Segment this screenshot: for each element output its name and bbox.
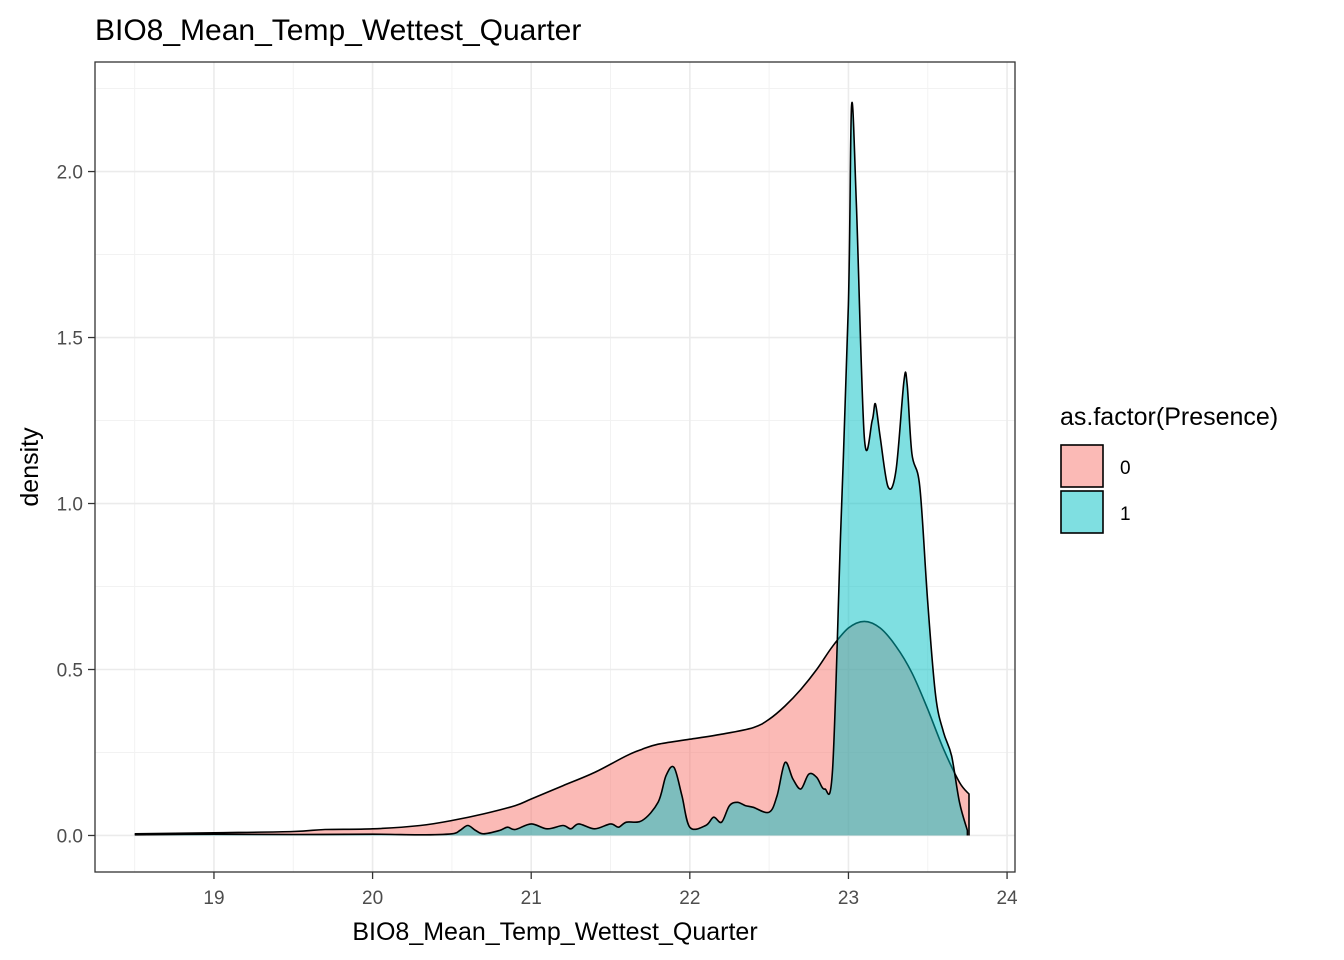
x-tick-label: 24 [996, 888, 1018, 909]
y-tick-label: 0.0 [57, 826, 83, 847]
legend-entries: 01 [1060, 444, 1131, 534]
density-area-1 [134, 102, 968, 836]
x-tick-label: 20 [362, 888, 383, 909]
legend-key-1 [1060, 490, 1104, 534]
legend-title: as.factor(Presence) [1060, 403, 1278, 431]
density-area-0 [134, 621, 969, 836]
legend-label-0: 0 [1120, 458, 1131, 479]
legend-label-1: 1 [1120, 504, 1131, 525]
density-areas [134, 101, 970, 836]
legend: as.factor(Presence) 01 [1060, 403, 1278, 534]
x-tick-label: 22 [679, 888, 700, 909]
y-axis-title: density [16, 427, 44, 507]
density-line-1 [134, 101, 969, 836]
x-axis: 19 20 21 22 23 24 [203, 872, 1018, 909]
x-tick-label: 21 [521, 888, 542, 909]
y-tick-label: 1.0 [57, 495, 83, 516]
legend-key-0 [1060, 444, 1104, 488]
y-tick-label: 2.0 [57, 163, 83, 184]
plot-panel-border [94, 61, 1016, 873]
x-tick-label: 23 [838, 888, 859, 909]
x-tick-label: 19 [203, 888, 224, 909]
y-tick-label: 0.5 [57, 661, 83, 682]
x-axis-title: BIO8_Mean_Temp_Wettest_Quarter [352, 918, 757, 946]
chart-title: BIO8_Mean_Temp_Wettest_Quarter [95, 14, 581, 47]
y-tick-label: 1.5 [57, 329, 83, 350]
y-axis: 0.0 0.5 1.0 1.5 2.0 [57, 163, 95, 847]
